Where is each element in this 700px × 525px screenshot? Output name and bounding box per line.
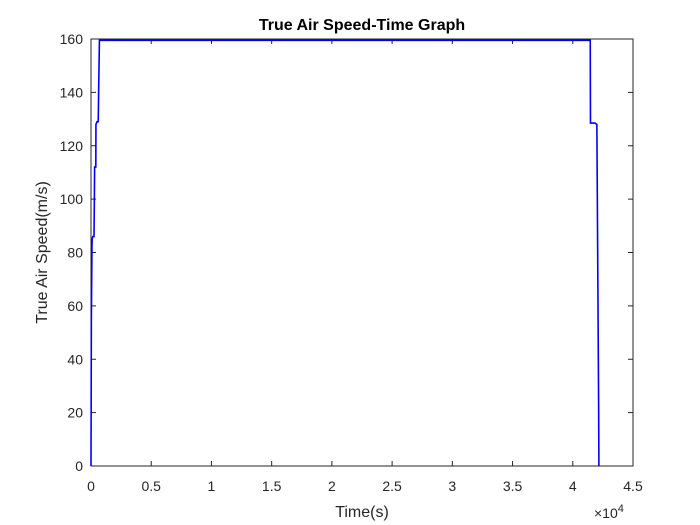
- y-tick-label: 40: [67, 351, 83, 367]
- y-tick-label: 80: [67, 245, 83, 261]
- y-tick-label: 60: [67, 298, 83, 314]
- x-tick-label: 4: [569, 478, 577, 494]
- x-tick-label: 2.5: [382, 478, 402, 494]
- y-tick-label: 0: [75, 458, 83, 474]
- x-axis-multiplier: ×104: [594, 503, 624, 521]
- y-tick-label: 140: [60, 84, 84, 100]
- series-line-1: [90, 39, 600, 467]
- series-layer: [90, 39, 600, 467]
- x-tick-label: 3.5: [503, 478, 523, 494]
- x-tick-label: 1.5: [262, 478, 282, 494]
- chart-title: True Air Speed-Time Graph: [259, 17, 465, 34]
- x-axis-multiplier-exponent: 4: [618, 503, 624, 515]
- x-tick-label: 3: [448, 478, 456, 494]
- x-tick-label: 0.5: [141, 478, 161, 494]
- y-axis-label: True Air Speed(m/s): [34, 181, 51, 324]
- x-tick-label: 0: [87, 478, 95, 494]
- y-tick-label: 120: [60, 138, 84, 154]
- y-tick-label: 160: [60, 31, 84, 47]
- x-axis-multiplier-base: ×10: [594, 505, 618, 521]
- y-tick-label: 100: [60, 191, 84, 207]
- y-tick-label: 20: [67, 405, 83, 421]
- plot-area: [90, 38, 634, 467]
- x-tick-label: 1: [208, 478, 216, 494]
- x-tick-label: 2: [328, 478, 336, 494]
- x-axis-label: Time(s): [335, 504, 389, 521]
- axis-ticks: 0 0.5 1 1.5 2 2.5 3 3.5 4 4.5 0 20 40 60 80 100 120 140 16…: [60, 31, 643, 494]
- x-tick-label: 4.5: [623, 478, 643, 494]
